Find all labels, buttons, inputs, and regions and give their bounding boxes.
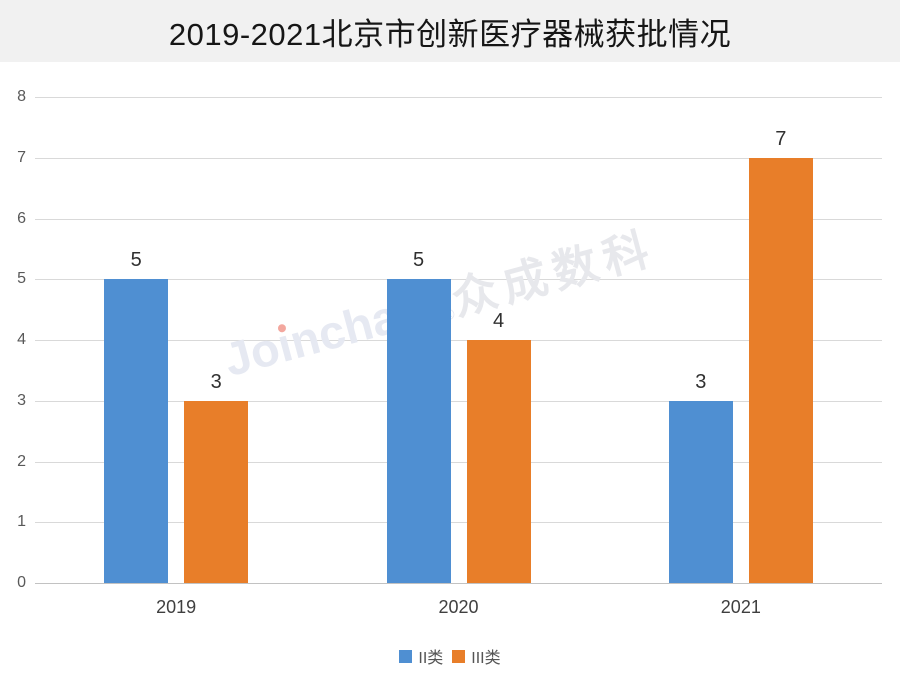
bar-III类-2019 bbox=[184, 400, 249, 583]
x-axis-tick-label: 2020 bbox=[438, 597, 479, 617]
value-label: 7 bbox=[775, 127, 787, 150]
chart-title: 2019-2021北京市创新医疗器械获批情况 bbox=[168, 16, 732, 52]
bar-II类-2021 bbox=[668, 400, 733, 583]
legend-item-III类: III类 bbox=[452, 644, 501, 668]
gridline bbox=[35, 461, 882, 463]
y-axis-tick-label: 4 bbox=[17, 331, 26, 348]
legend-label: III类 bbox=[471, 650, 501, 667]
gridline bbox=[35, 218, 882, 220]
bar-II类-2020 bbox=[386, 279, 451, 583]
value-label: 3 bbox=[210, 370, 222, 393]
y-axis-tick-label: 2 bbox=[17, 452, 26, 470]
y-axis-tick-label: 1 bbox=[17, 513, 26, 531]
legend-label: II类 bbox=[418, 650, 444, 667]
y-axis-tick-label: 3 bbox=[17, 391, 26, 409]
y-axis-tick-label: 0 bbox=[17, 574, 26, 591]
gridline bbox=[35, 157, 882, 159]
y-axis-tick-label: 8 bbox=[17, 88, 26, 105]
gridline bbox=[35, 522, 882, 524]
y-axis-tick-label: 6 bbox=[17, 209, 26, 227]
legend-item-II类: II类 bbox=[399, 644, 443, 668]
gridline bbox=[35, 340, 882, 341]
x-axis-line bbox=[35, 583, 882, 584]
legend-swatch-icon bbox=[399, 649, 413, 663]
bar-III类-2021 bbox=[748, 157, 813, 583]
watermark-red-dot-i: ı bbox=[271, 317, 298, 372]
gridline bbox=[35, 279, 882, 281]
value-label: 3 bbox=[695, 370, 707, 393]
legend-swatch-icon bbox=[452, 649, 466, 663]
bar-II类-2019 bbox=[104, 279, 169, 583]
gridline bbox=[35, 97, 882, 98]
x-axis-tick-label: 2021 bbox=[720, 597, 761, 617]
gridline bbox=[35, 400, 882, 402]
y-axis-tick-label: 7 bbox=[17, 148, 26, 166]
legend: II类 III类 bbox=[0, 644, 900, 668]
title-banner: 2019-2021北京市创新医疗器械获批情况 bbox=[0, 0, 900, 62]
x-axis-tick-label: 2019 bbox=[156, 597, 197, 617]
value-label: 5 bbox=[130, 249, 142, 272]
y-axis-tick-label: 5 bbox=[17, 270, 26, 288]
value-label: 5 bbox=[412, 249, 425, 272]
bar-III类-2020 bbox=[466, 340, 531, 583]
value-label: 4 bbox=[492, 310, 505, 332]
